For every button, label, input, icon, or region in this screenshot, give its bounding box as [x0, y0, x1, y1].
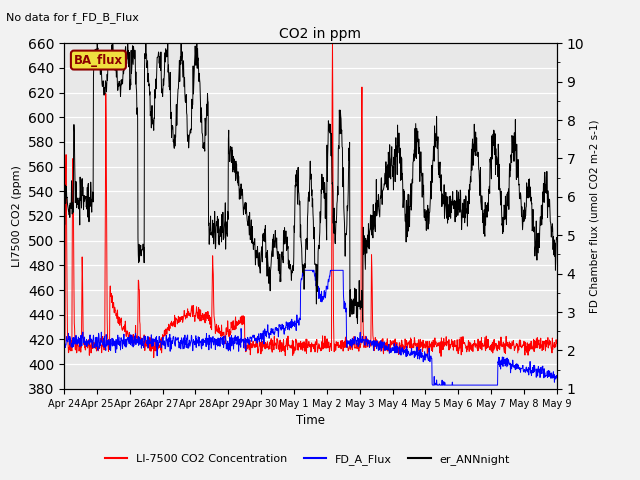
Y-axis label: FD Chamber flux (umol CO2 m-2 s-1): FD Chamber flux (umol CO2 m-2 s-1)	[589, 119, 600, 313]
Text: No data for f_FD_B_Flux: No data for f_FD_B_Flux	[6, 12, 140, 23]
Text: BA_flux: BA_flux	[74, 54, 123, 67]
Legend: LI-7500 CO2 Concentration, FD_A_Flux, er_ANNnight: LI-7500 CO2 Concentration, FD_A_Flux, er…	[100, 450, 515, 469]
Title: CO2 in ppm: CO2 in ppm	[279, 27, 361, 41]
Y-axis label: LI7500 CO2 (ppm): LI7500 CO2 (ppm)	[12, 165, 22, 267]
X-axis label: Time: Time	[296, 414, 325, 427]
